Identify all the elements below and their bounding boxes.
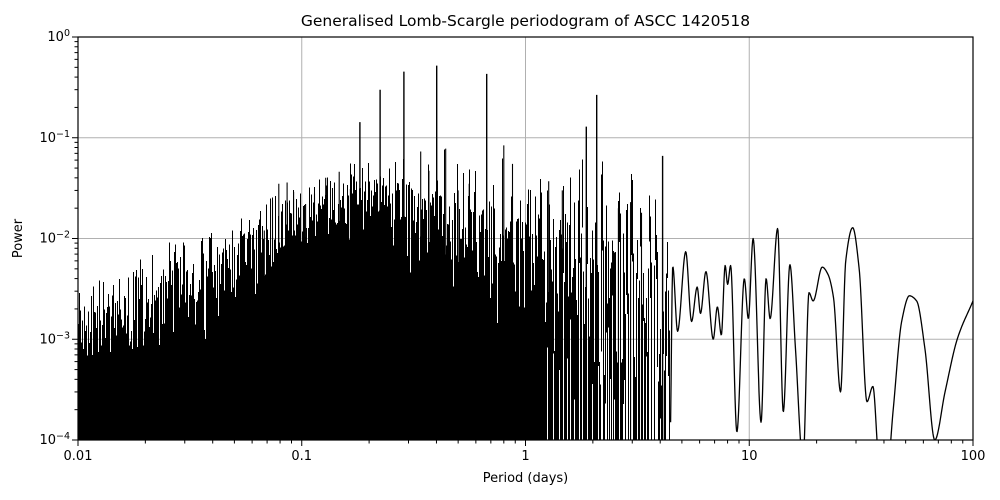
y-tick-label: 100 bbox=[47, 28, 70, 45]
x-tick-label: 1 bbox=[521, 449, 529, 464]
x-tick-label: 0.01 bbox=[64, 449, 93, 464]
major-peak-lines bbox=[359, 65, 664, 440]
secondary-peak-lines bbox=[263, 145, 643, 440]
smooth-curve-path bbox=[669, 227, 973, 441]
x-tick-label: 100 bbox=[961, 449, 986, 464]
y-tick-label: 10−4 bbox=[39, 431, 70, 448]
chart-title: Generalised Lomb-Scargle periodogram of … bbox=[301, 12, 750, 30]
y-tick-label: 10−2 bbox=[39, 230, 70, 247]
x-axis-label: Period (days) bbox=[483, 471, 569, 486]
axes-layer: 0.01 0.1 1 10 100 100 10−1 10−2 10−3 10−4 bbox=[39, 28, 985, 464]
noise-spikes-path bbox=[78, 149, 670, 440]
y-axis-label: Power bbox=[11, 218, 26, 258]
x-tick-label: 10 bbox=[741, 449, 758, 464]
y-tick-label: 10−1 bbox=[39, 129, 70, 146]
y-tick-label: 10−3 bbox=[39, 330, 70, 347]
x-tick-label: 0.1 bbox=[291, 449, 312, 464]
